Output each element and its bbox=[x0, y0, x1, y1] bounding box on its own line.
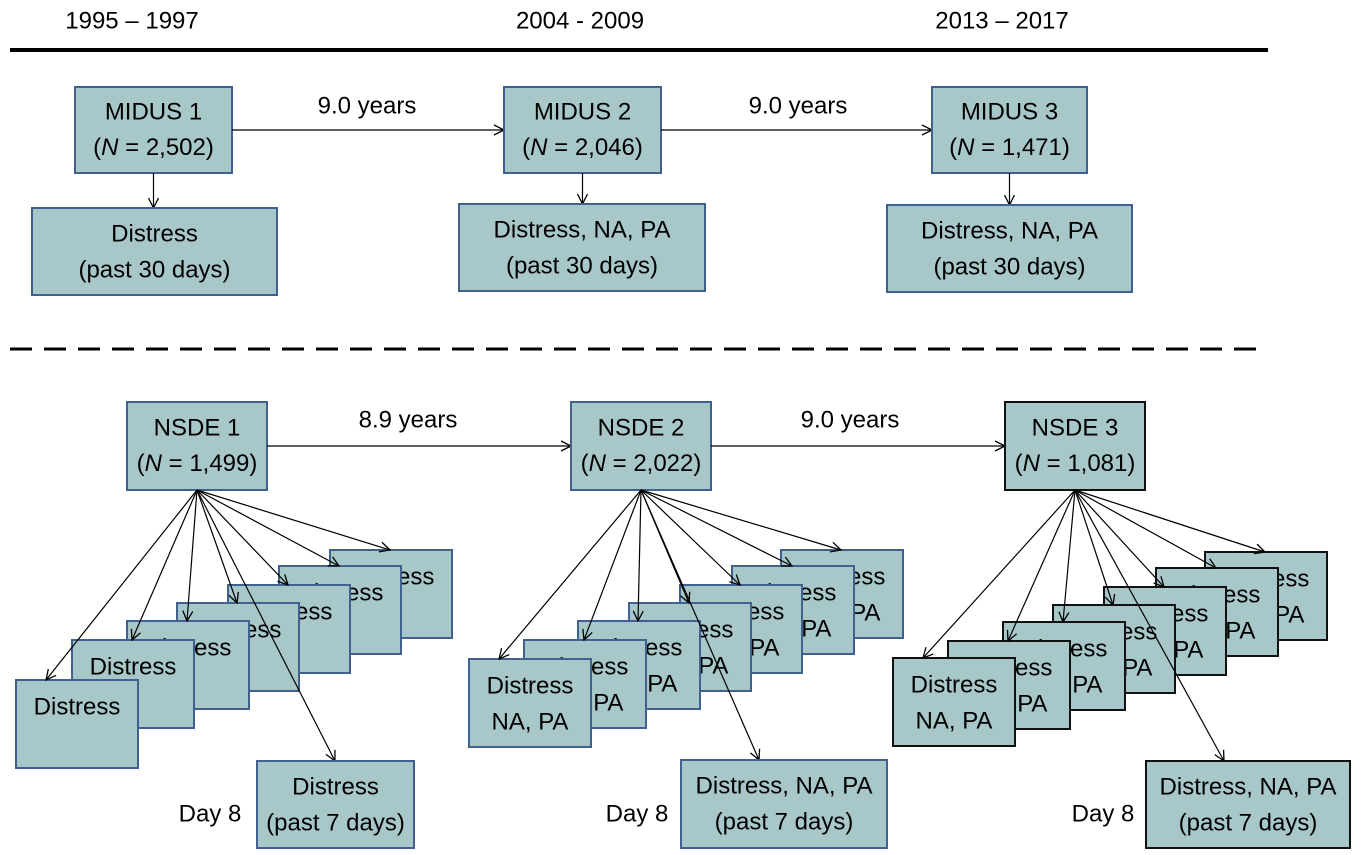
sample-size-part: N bbox=[1023, 450, 1041, 477]
wave-name: MIDUS 2 bbox=[534, 98, 631, 125]
sample-size-part: ( bbox=[93, 134, 101, 161]
arrow bbox=[1074, 489, 1113, 605]
arrow bbox=[196, 489, 335, 761]
wave-name: NSDE 1 bbox=[154, 414, 241, 441]
interval-label: 9.0 years bbox=[318, 92, 417, 119]
day8-measure: Distress bbox=[292, 773, 379, 800]
sample-size-part: = 1,471) bbox=[974, 134, 1069, 161]
daily-measure: Distress bbox=[34, 693, 121, 720]
nsde-wave-box bbox=[126, 401, 268, 491]
sample-size-part: N bbox=[530, 134, 548, 161]
measure-box bbox=[458, 203, 706, 292]
daily-box-rect bbox=[15, 679, 139, 769]
arrow bbox=[1074, 489, 1224, 761]
arrow bbox=[499, 489, 642, 659]
arrow bbox=[923, 489, 1076, 658]
daily-box: Distress bbox=[15, 679, 139, 769]
day8-box bbox=[256, 760, 415, 849]
arrow bbox=[46, 489, 198, 680]
arrow bbox=[196, 489, 390, 550]
daily-measure: Distress bbox=[911, 671, 998, 698]
wave-name: MIDUS 3 bbox=[961, 98, 1058, 125]
daily-measure: NA, PA bbox=[916, 707, 993, 734]
daily-measure: NA, PA bbox=[492, 708, 569, 735]
daily-box: Distress NA, PA bbox=[892, 657, 1016, 747]
arrow bbox=[638, 489, 641, 621]
daily-measure: Distress bbox=[90, 653, 177, 680]
arrow bbox=[584, 489, 642, 640]
day8-label: Day 8 bbox=[1072, 800, 1135, 827]
sample-size-part: = 2,046) bbox=[547, 134, 642, 161]
arrow bbox=[187, 489, 198, 621]
sample-size-part: = 1,499) bbox=[162, 450, 257, 477]
day8-measure: (past 7 days) bbox=[715, 808, 854, 835]
wave-name: NSDE 2 bbox=[598, 414, 685, 441]
arrow bbox=[196, 489, 237, 603]
day8-measure: Distress, NA, PA bbox=[696, 772, 873, 799]
sample-size-part: ( bbox=[522, 134, 530, 161]
period-label: 1995 – 1997 bbox=[65, 7, 198, 34]
arrow bbox=[1074, 489, 1164, 587]
sample-size-part: N bbox=[957, 134, 975, 161]
measure-line: (past 30 days) bbox=[78, 256, 230, 283]
daily-box-rect bbox=[892, 657, 1016, 747]
sample-size-part: ( bbox=[137, 450, 145, 477]
daily-measure: Distress bbox=[487, 672, 574, 699]
sample-size-part: N bbox=[101, 134, 119, 161]
sample-size-part: = 2,502) bbox=[118, 134, 213, 161]
sample-size-part: ( bbox=[949, 134, 957, 161]
period-label: 2013 – 2017 bbox=[935, 7, 1068, 34]
measure-line: Distress bbox=[111, 220, 198, 247]
arrow bbox=[640, 489, 792, 566]
arrow bbox=[196, 489, 288, 585]
measure-line: (past 30 days) bbox=[933, 253, 1085, 280]
arrow bbox=[640, 489, 759, 760]
sample-size-part: N bbox=[145, 450, 163, 477]
sample-size: (N = 2,502) bbox=[93, 134, 214, 161]
sample-size: (N = 1,081) bbox=[1015, 450, 1136, 477]
interval-label: 8.9 years bbox=[359, 406, 458, 433]
measure-box bbox=[31, 207, 278, 296]
day8-measure: (past 7 days) bbox=[1179, 809, 1318, 836]
sample-size-part: ( bbox=[1015, 450, 1023, 477]
arrow bbox=[1074, 489, 1216, 568]
measure-line: Distress, NA, PA bbox=[921, 217, 1098, 244]
daily-box: Distress NA, PA bbox=[468, 658, 592, 748]
interval-label: 9.0 years bbox=[749, 92, 848, 119]
measure-line: (past 30 days) bbox=[506, 252, 658, 279]
nsde-wave-box bbox=[570, 401, 712, 491]
arrow bbox=[1074, 489, 1265, 552]
wave-name: NSDE 3 bbox=[1032, 414, 1119, 441]
sample-size: (N = 1,499) bbox=[137, 450, 258, 477]
sample-size: (N = 2,046) bbox=[522, 134, 643, 161]
arrow bbox=[132, 489, 198, 640]
wave-name: MIDUS 1 bbox=[105, 98, 202, 125]
sample-size-part: = 2,022) bbox=[606, 450, 701, 477]
nsde-wave-box bbox=[1004, 401, 1146, 491]
sample-size: (N = 1,471) bbox=[949, 134, 1070, 161]
day8-label: Day 8 bbox=[606, 800, 669, 827]
day8-label: Day 8 bbox=[179, 800, 242, 827]
daily-box-rect bbox=[468, 658, 592, 748]
midus-wave-box bbox=[931, 86, 1088, 174]
sample-size: (N = 2,022) bbox=[581, 450, 702, 477]
sample-size-part: ( bbox=[581, 450, 589, 477]
arrow bbox=[1063, 489, 1076, 622]
measure-box bbox=[886, 204, 1133, 293]
measure-line: Distress, NA, PA bbox=[494, 216, 671, 243]
day8-measure: Distress, NA, PA bbox=[1160, 773, 1337, 800]
sample-size-part: = 1,081) bbox=[1040, 450, 1135, 477]
day8-measure: (past 7 days) bbox=[266, 809, 405, 836]
sample-size-part: N bbox=[589, 450, 607, 477]
arrow bbox=[1008, 489, 1076, 641]
day8-box bbox=[1145, 760, 1351, 849]
arrow bbox=[640, 489, 740, 585]
day8-box bbox=[680, 759, 888, 849]
arrow bbox=[640, 489, 841, 550]
arrow bbox=[196, 489, 339, 566]
interval-label: 9.0 years bbox=[801, 406, 900, 433]
period-label: 2004 - 2009 bbox=[516, 7, 644, 34]
